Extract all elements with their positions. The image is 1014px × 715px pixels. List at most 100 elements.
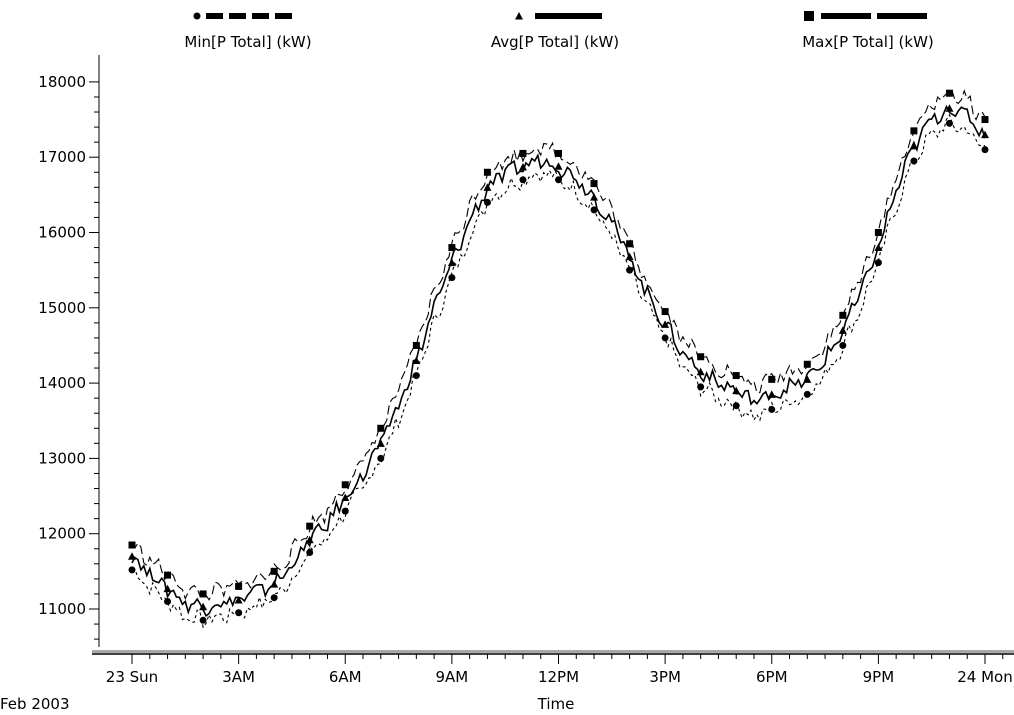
data-point [519,149,527,157]
series-line [131,113,986,629]
data-point [412,372,420,380]
data-point [483,198,491,206]
legend-dash [229,13,246,19]
data-point [128,566,136,574]
data-point [767,390,776,398]
data-point [164,597,172,605]
y-tick-label: 12000 [38,525,86,543]
data-point [199,602,208,611]
data-point [874,243,883,252]
x-tick-label: 23 Sun [106,668,158,686]
legend-line [535,13,602,19]
data-point [377,454,385,462]
data-point [732,386,741,395]
x-tick-label: 3PM [649,668,681,686]
data-point [306,549,314,557]
data-point [306,522,314,530]
data-point [945,104,954,112]
data-point [448,274,456,282]
data-point [768,405,776,413]
x-tick-label: 3AM [222,668,255,686]
data-point [305,535,314,544]
data-point [661,308,669,316]
legend-square-marker [804,11,814,21]
data-point [128,541,136,549]
legend-triangle-marker [515,12,523,20]
legend: Min[P Total] (kW) Avg[P Total] (kW) Max[P … [184,11,934,51]
data-point [803,390,811,398]
series-lines [131,89,986,629]
data-point [377,424,385,432]
data-point [448,244,456,252]
y-tick-label: 15000 [38,299,86,317]
data-point [803,360,811,368]
data-point [626,240,634,248]
data-point [555,149,562,157]
data-point [909,141,918,150]
y-tick-label: 14000 [38,374,86,392]
data-point [697,383,705,391]
data-point [341,481,349,489]
data-point [661,320,670,328]
data-point [768,375,776,383]
x-axis: 23 Sun 3AM 6AM 9AM 12PM 3PM 6PM 9PM 24 Mon [92,650,1014,686]
data-point [874,229,882,236]
data-point [981,146,989,154]
data-point [910,127,918,135]
data-point [661,334,669,342]
x-axis-title: Time [537,695,575,713]
data-point [270,594,278,602]
legend-dash [821,13,871,19]
data-point [945,89,953,97]
y-tick-label: 18000 [38,73,86,91]
legend-dash [206,13,223,19]
data-point [199,590,207,598]
x-tick-label: 9AM [436,668,469,686]
legend-label: Min[P Total] (kW) [184,33,311,51]
x-tick-label: 6AM [329,668,362,686]
data-point [163,584,172,593]
data-point [164,571,172,579]
data-point [518,162,527,171]
date-caption: Feb 2003 [0,695,70,713]
data-point [483,183,492,191]
x-tick-label: 12PM [538,668,579,686]
data-point [270,567,278,575]
data-point [981,116,989,124]
data-point [732,372,740,380]
x-tick-label: 6PM [756,668,788,686]
legend-circle-marker [193,12,201,20]
data-point [874,259,882,267]
data-point [341,507,349,515]
legend-label: Max[P Total] (kW) [802,33,934,51]
data-point [412,356,421,365]
data-point [519,176,527,184]
data-point [270,580,279,588]
data-point [341,493,350,502]
data-point [945,119,953,127]
legend-dash [877,13,927,19]
data-point [590,180,598,188]
data-point [838,326,847,334]
legend-item: Min[P Total] (kW) [184,12,312,51]
data-point [128,552,136,560]
data-point [590,206,598,214]
data-point [839,311,847,319]
data-point [625,252,634,261]
data-point [732,402,740,410]
data-point [697,353,705,361]
data-point [839,341,847,349]
y-tick-label: 16000 [38,224,86,242]
y-tick-label: 13000 [38,449,86,467]
legend-dash [275,13,292,19]
data-point [234,595,243,604]
x-axis-band [92,650,1014,653]
y-tick-label: 11000 [38,600,86,618]
data-point [483,168,491,176]
data-point [412,341,420,349]
y-tick-label: 17000 [38,148,86,166]
legend-dash [252,13,269,19]
data-point [199,616,207,624]
data-point [910,157,918,165]
